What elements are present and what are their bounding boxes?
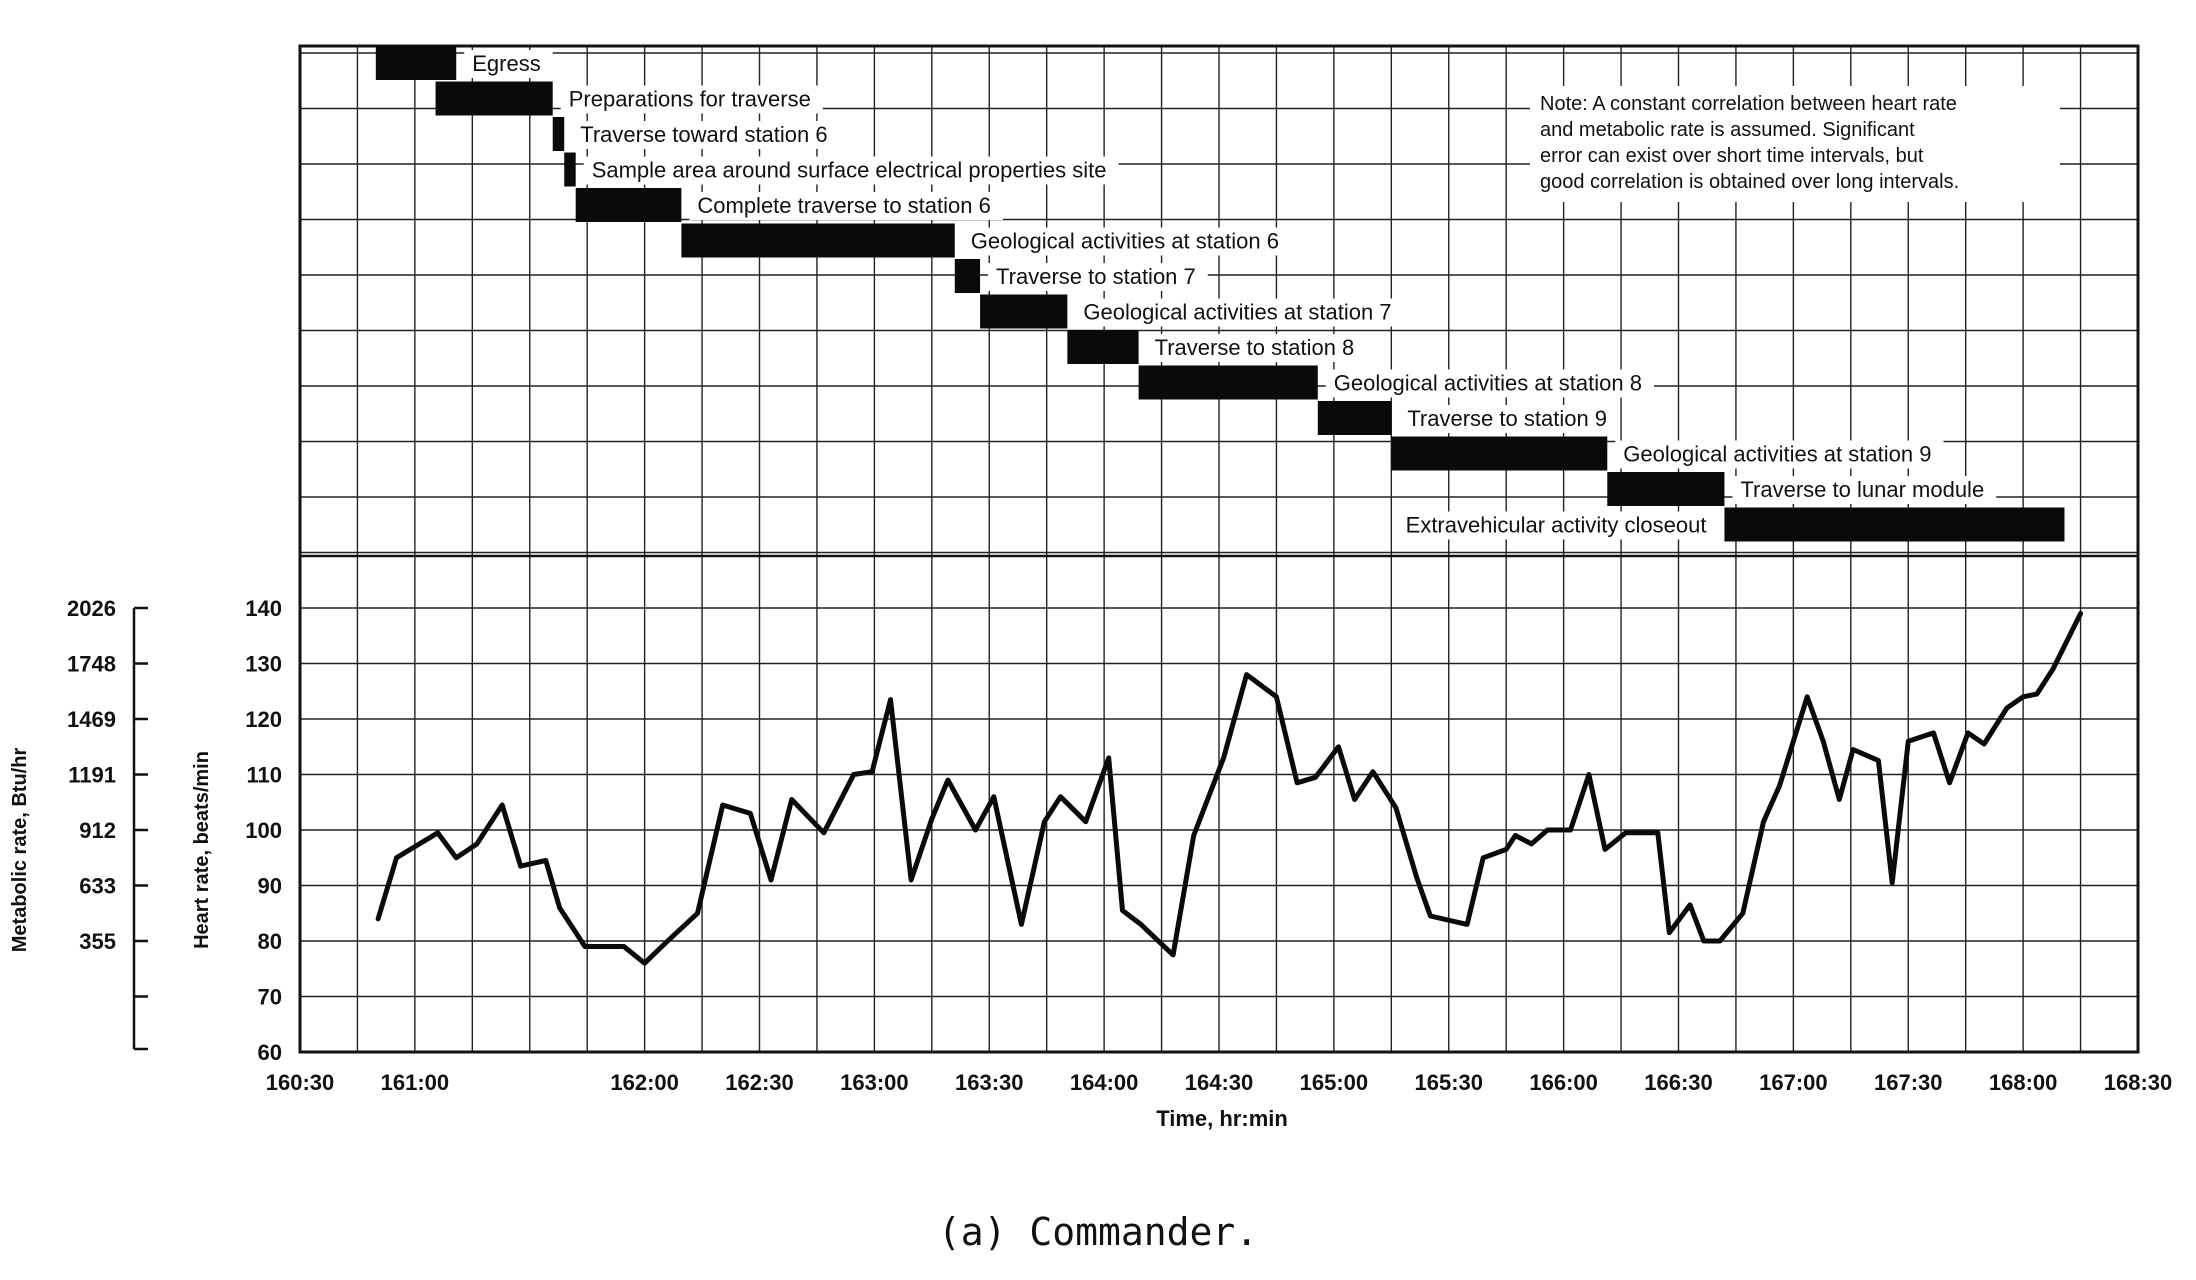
timeline-bar xyxy=(1724,507,2065,542)
timeline-label: Traverse to lunar module xyxy=(1740,477,1984,502)
x-tick-label: 165:30 xyxy=(1414,1070,1483,1095)
chart-axes: 60 70 80 90 100 110 120 130 140 160:30 161:00 162:0… xyxy=(67,596,2172,1095)
timeline-bar xyxy=(1138,365,1318,400)
x-tick-label: 162:00 xyxy=(610,1070,679,1095)
metabolic-tick-label: 1469 xyxy=(67,707,116,732)
timeline-label-background xyxy=(988,263,1208,291)
timeline-label-background xyxy=(560,85,823,114)
x-tick-label: 167:00 xyxy=(1759,1070,1828,1095)
timeline-label-background xyxy=(1615,440,1944,469)
x-tick-label: 163:00 xyxy=(840,1070,909,1095)
timeline-label-background xyxy=(572,121,840,149)
timeline-label: Traverse to station 8 xyxy=(1155,335,1355,360)
metabolic-tick-label: 1748 xyxy=(67,652,116,677)
y-tick-label: 110 xyxy=(247,763,283,788)
timeline-label: Extravehicular activity closeout xyxy=(1406,513,1707,538)
timeline-bar xyxy=(1607,472,1725,506)
y-tick-label: 140 xyxy=(245,596,282,621)
timeline-label-background xyxy=(1393,511,1715,540)
x-tick-label: 164:00 xyxy=(1070,1070,1139,1095)
timeline-label-background xyxy=(583,156,1119,185)
timeline-label: Complete traverse to station 6 xyxy=(697,193,990,218)
x-tick-label: 168:30 xyxy=(2104,1070,2173,1095)
x-tick-label: 161:00 xyxy=(381,1070,450,1095)
timeline-bar xyxy=(681,223,955,258)
plot-frame xyxy=(298,44,2140,1054)
timeline-bar xyxy=(954,259,981,293)
x-tick-label: 162:30 xyxy=(725,1070,794,1095)
timeline-label: Geological activities at station 7 xyxy=(1083,300,1391,325)
timeline-label-background xyxy=(1325,369,1654,398)
y-tick-label: 80 xyxy=(258,929,282,954)
activity-timeline: Egress Preparations for traverse Traverse … xyxy=(375,46,2065,542)
x-tick-label: 166:00 xyxy=(1529,1070,1598,1095)
timeline-label: Preparations for traverse xyxy=(569,87,811,112)
timeline-bar xyxy=(575,188,682,222)
x-tick-label: 160:30 xyxy=(266,1070,335,1095)
timeline-label-background xyxy=(1732,476,1997,504)
timeline-bar xyxy=(1067,330,1139,364)
timeline-label: Traverse toward station 6 xyxy=(580,122,827,147)
metabolic-tick-label: 633 xyxy=(79,874,116,899)
metabolic-tick-label: 1191 xyxy=(68,763,116,788)
timeline-label-background xyxy=(1399,405,1620,433)
heart-rate-series xyxy=(375,611,2084,966)
timeline-bar xyxy=(564,152,576,187)
x-tick-label: 163:30 xyxy=(955,1070,1024,1095)
note-line: and metabolic rate is assumed. Significa… xyxy=(1540,119,1915,141)
x-axis-label: Time, hr:min xyxy=(1156,1106,1288,1131)
x-tick-label: 167:30 xyxy=(1874,1070,1943,1095)
metabolic-tick-label: 912 xyxy=(79,818,116,843)
timeline-label: Geological activities at station 8 xyxy=(1334,371,1642,396)
timeline-bar xyxy=(980,294,1068,329)
y-tick-label: 60 xyxy=(258,1040,282,1065)
timeline-label-background xyxy=(1075,298,1404,327)
y-tick-label: 130 xyxy=(245,652,282,677)
timeline-bar xyxy=(1391,436,1608,471)
metabolic-tick-label: 2026 xyxy=(67,596,116,621)
timeline-label: Geological activities at station 9 xyxy=(1623,442,1931,467)
timeline-label-background xyxy=(464,50,553,78)
heart-rate-axis-label: Heart rate, beats/min xyxy=(191,751,213,949)
x-tick-label: 168:00 xyxy=(1989,1070,2058,1095)
note-line: Note: A constant correlation between hea… xyxy=(1540,93,1957,115)
y-tick-label: 120 xyxy=(245,707,282,732)
timeline-bar xyxy=(435,81,553,116)
timeline-label: Egress xyxy=(472,51,540,76)
y-tick-label: 70 xyxy=(258,985,282,1010)
x-tick-label: 164:30 xyxy=(1185,1070,1254,1095)
y-tick-label: 90 xyxy=(258,874,282,899)
note-line: error can exist over short time interval… xyxy=(1540,145,1924,167)
metabolic-tick-label: 355 xyxy=(79,929,116,954)
timeline-label: Sample area around surface electrical pr… xyxy=(592,158,1107,183)
note-background xyxy=(1530,86,2060,202)
timeline-label-background xyxy=(962,227,1291,256)
timeline-label: Geological activities at station 6 xyxy=(971,229,1279,254)
timeline-bar xyxy=(552,117,565,151)
timeline-bar xyxy=(375,46,457,80)
x-tick-label: 166:30 xyxy=(1644,1070,1713,1095)
metabolic-rate-axis-label: Metabolic rate, Btu/hr xyxy=(9,748,31,953)
figure-caption: (a) Commander. xyxy=(937,1210,1259,1254)
note-line: good correlation is obtained over long i… xyxy=(1540,171,1959,193)
timeline-label-background xyxy=(1146,334,1367,362)
timeline-label: Traverse to station 9 xyxy=(1407,406,1607,431)
heart-rate-line xyxy=(375,611,2084,966)
timeline-label: Traverse to station 7 xyxy=(996,264,1196,289)
timeline-label-background xyxy=(689,192,1003,220)
y-tick-label: 100 xyxy=(245,818,282,843)
timeline-bar xyxy=(1317,401,1392,435)
correlation-note: Note: A constant correlation between hea… xyxy=(1530,86,2060,202)
x-tick-label: 165:00 xyxy=(1300,1070,1369,1095)
